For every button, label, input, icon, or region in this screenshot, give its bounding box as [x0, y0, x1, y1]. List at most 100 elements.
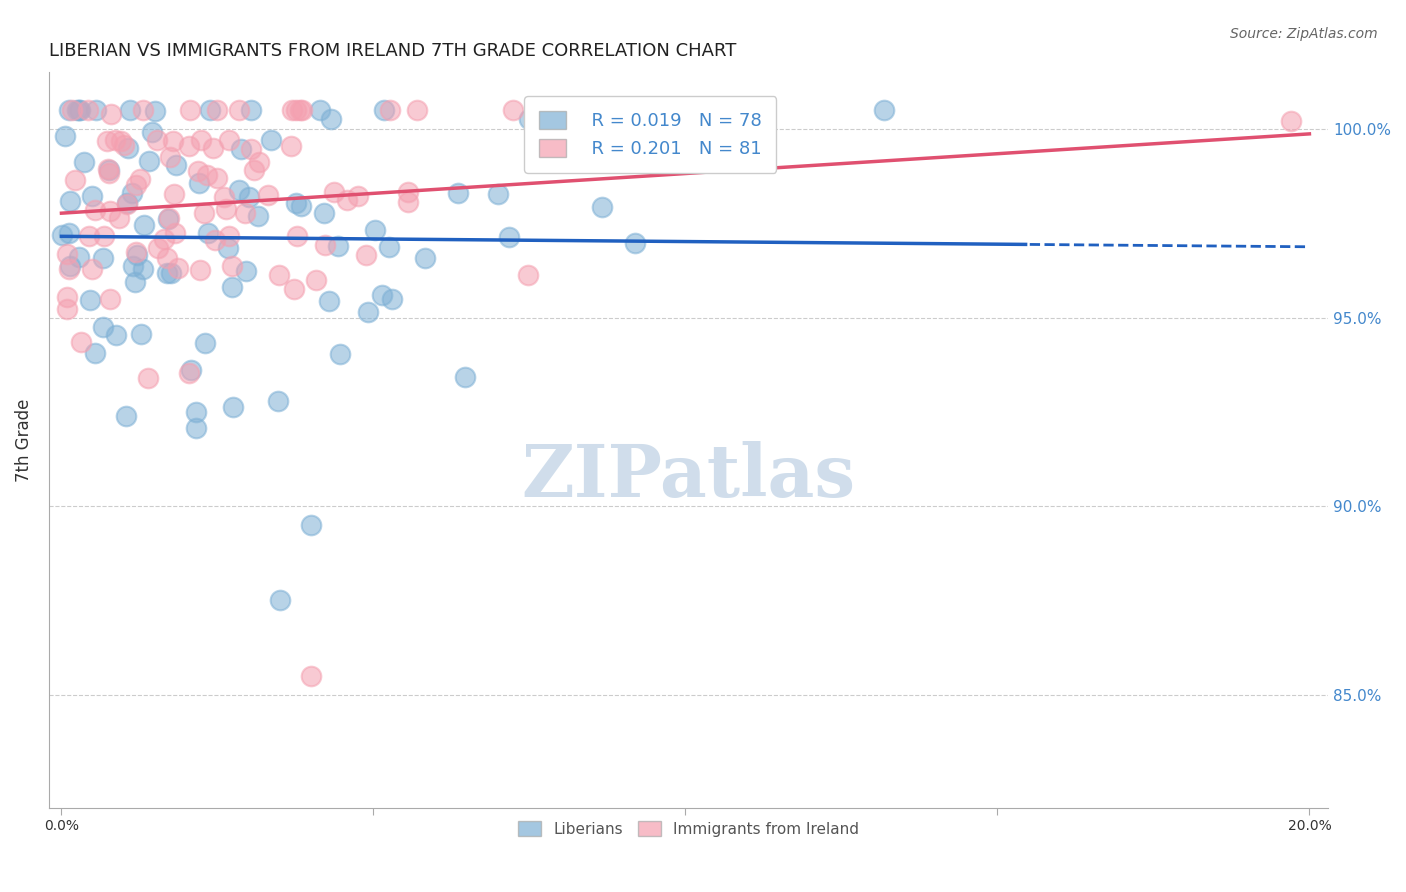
Point [188, 263, 211, 277]
Point [73, 155, 96, 169]
Point [373, 103, 395, 117]
Point [239, 103, 262, 117]
Point [132, 103, 155, 117]
Point [122, 259, 145, 273]
Point [283, 283, 305, 297]
Point [53, 128, 76, 143]
Point [165, 158, 187, 172]
Point [329, 347, 352, 361]
Point [143, 104, 166, 119]
Point [177, 138, 200, 153]
Point [136, 371, 159, 385]
Point [159, 266, 181, 280]
Point [257, 187, 280, 202]
Point [58, 262, 80, 277]
Point [157, 211, 180, 225]
Point [117, 141, 139, 155]
Point [323, 185, 346, 199]
Point [96, 134, 118, 148]
Point [104, 133, 127, 147]
Point [285, 103, 308, 117]
Point [326, 239, 349, 253]
Point [228, 103, 250, 117]
Point [197, 168, 219, 182]
Point [67, 103, 90, 117]
Point [218, 133, 240, 147]
Point [125, 248, 148, 262]
Point [872, 103, 894, 117]
Point [267, 394, 290, 409]
Point [163, 186, 186, 201]
Point [141, 125, 163, 139]
Point [98, 163, 121, 178]
Point [190, 133, 212, 147]
Point [299, 517, 322, 532]
Point [591, 200, 613, 214]
Point [97, 161, 120, 176]
Point [146, 133, 169, 147]
Point [108, 211, 131, 225]
Point [180, 362, 202, 376]
Point [247, 154, 270, 169]
Point [233, 206, 256, 220]
Point [100, 107, 122, 121]
Point [221, 259, 243, 273]
Point [364, 223, 387, 237]
Point [186, 405, 208, 419]
Point [121, 186, 143, 200]
Point [380, 103, 402, 117]
Point [222, 400, 245, 414]
Point [67, 250, 90, 264]
Point [453, 370, 475, 384]
Point [221, 280, 243, 294]
Point [378, 240, 401, 254]
Point [162, 134, 184, 148]
Point [346, 189, 368, 203]
Point [517, 112, 540, 127]
Point [415, 251, 437, 265]
Point [218, 229, 240, 244]
Point [318, 294, 340, 309]
Point [115, 195, 138, 210]
Point [98, 166, 121, 180]
Point [82, 189, 104, 203]
Point [486, 187, 509, 202]
Point [77, 229, 100, 244]
Point [124, 275, 146, 289]
Point [115, 409, 138, 424]
Text: LIBERIAN VS IMMIGRANTS FROM IRELAND 7TH GRADE CORRELATION CHART: LIBERIAN VS IMMIGRANTS FROM IRELAND 7TH … [49, 42, 737, 60]
Point [212, 189, 235, 203]
Y-axis label: 7th Grade: 7th Grade [15, 399, 32, 482]
Point [239, 142, 262, 156]
Point [51, 228, 73, 243]
Point [91, 251, 114, 265]
Point [156, 212, 179, 227]
Point [84, 346, 107, 360]
Point [288, 103, 311, 117]
Point [309, 103, 332, 117]
Point [155, 266, 177, 280]
Point [128, 172, 150, 186]
Point [1279, 114, 1302, 128]
Point [198, 103, 221, 117]
Text: ZIPatlas: ZIPatlas [522, 442, 856, 512]
Point [112, 138, 135, 153]
Point [280, 103, 302, 117]
Point [205, 170, 228, 185]
Point [91, 320, 114, 334]
Point [156, 252, 179, 266]
Point [117, 197, 139, 211]
Point [354, 248, 377, 262]
Point [56, 290, 79, 304]
Point [84, 103, 107, 117]
Point [517, 268, 540, 283]
Point [291, 103, 314, 117]
Point [167, 260, 190, 275]
Point [84, 202, 107, 217]
Point [406, 103, 429, 117]
Point [197, 226, 219, 240]
Point [66, 103, 89, 117]
Point [285, 229, 308, 244]
Point [98, 292, 121, 306]
Point [125, 245, 148, 260]
